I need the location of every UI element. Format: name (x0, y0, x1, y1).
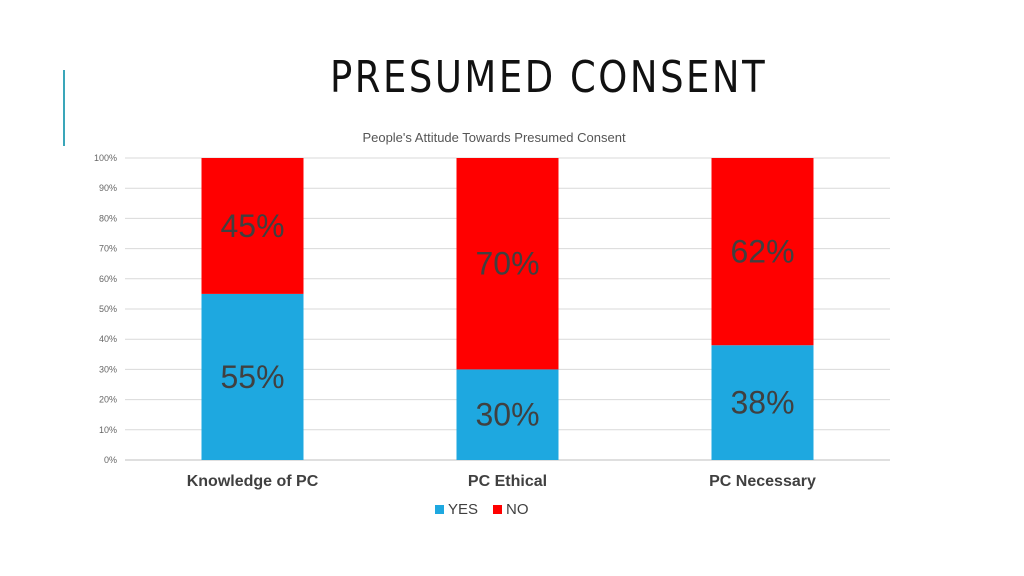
bar-yes-1 (201, 293, 304, 460)
y-tick-label: 30% (99, 364, 117, 374)
legend: YES NO (435, 501, 529, 518)
y-tick-label: 40% (99, 334, 117, 344)
bar-yes-2 (456, 369, 559, 460)
y-tick-label: 10% (99, 425, 117, 435)
data-label: 45% (220, 208, 284, 244)
y-axis-ticks: 0% 10% 20% 30% 40% 50% 60% 70% 80% 90% 100% (94, 153, 117, 465)
data-label: 62% (730, 234, 794, 270)
y-tick-label: 50% (99, 304, 117, 314)
y-tick-label: 80% (99, 213, 117, 223)
category-label: Knowledge of PC (187, 473, 319, 490)
data-label: 55% (220, 359, 284, 395)
legend-label-yes: YES (448, 501, 478, 518)
y-tick-label: 0% (104, 455, 117, 465)
legend-label-no: NO (506, 501, 529, 518)
data-labels: 55% 45% 30% 70% 38% 62% (220, 208, 794, 433)
chart-title: People's Attitude Towards Presumed Conse… (362, 130, 626, 145)
bar-no-3 (711, 158, 814, 346)
data-label: 38% (730, 385, 794, 421)
slide-title: PRESUMED CONSENT (330, 52, 768, 103)
category-label: PC Necessary (709, 473, 816, 490)
data-label: 70% (475, 246, 539, 282)
bar-yes-3 (711, 345, 814, 460)
bars (201, 158, 814, 460)
y-tick-label: 90% (99, 183, 117, 193)
bar-no-1 (201, 158, 304, 294)
y-tick-label: 100% (94, 153, 117, 163)
legend-swatch-no (493, 505, 502, 514)
legend-swatch-yes (435, 505, 444, 514)
bar-no-2 (456, 158, 559, 370)
category-labels: Knowledge of PC PC Ethical PC Necessary (187, 473, 816, 490)
y-tick-label: 70% (99, 244, 117, 254)
accent-bar (63, 70, 65, 146)
data-label: 30% (475, 397, 539, 433)
category-label: PC Ethical (468, 473, 547, 490)
y-tick-label: 20% (99, 395, 117, 405)
y-tick-label: 60% (99, 274, 117, 284)
